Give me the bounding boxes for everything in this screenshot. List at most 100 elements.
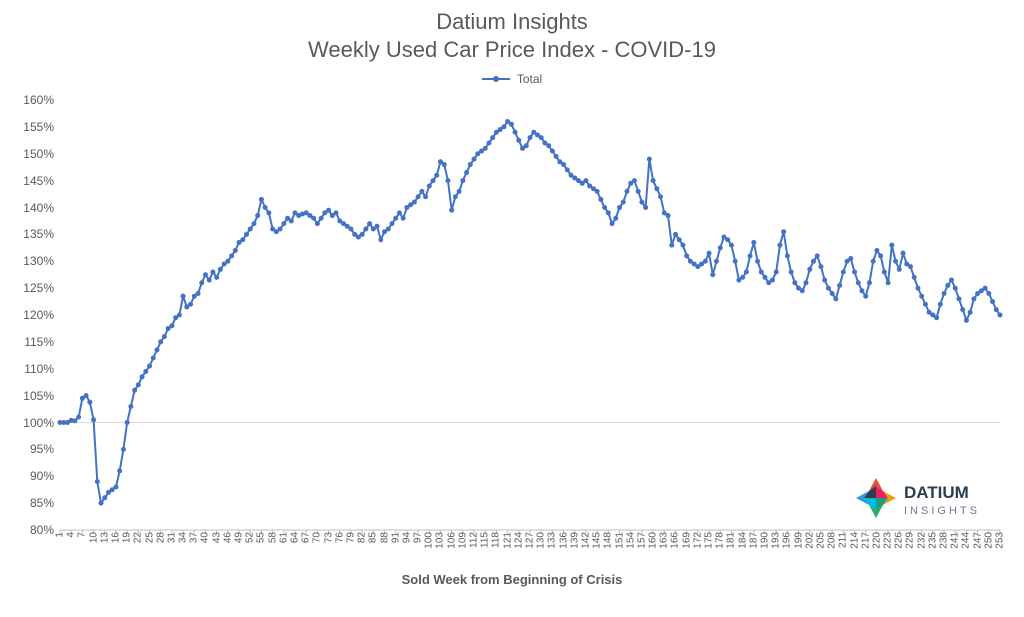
series-marker — [154, 347, 159, 352]
series-marker — [524, 143, 529, 148]
series-marker — [763, 275, 768, 280]
x-tick-label: 184 — [737, 532, 748, 549]
series-marker — [748, 253, 753, 258]
series-marker — [639, 200, 644, 205]
series-marker — [464, 170, 469, 175]
x-tick-label: 52 — [245, 532, 256, 543]
series-marker — [516, 138, 521, 143]
x-tick-label: 229 — [905, 532, 916, 549]
series-marker — [859, 288, 864, 293]
series-marker — [945, 283, 950, 288]
series-marker — [99, 501, 104, 506]
series-marker — [87, 400, 92, 405]
series-marker — [289, 218, 294, 223]
x-tick-label: 115 — [480, 532, 491, 548]
series-marker — [113, 485, 118, 490]
x-tick-label: 193 — [771, 532, 782, 549]
series-marker — [229, 253, 234, 258]
x-tick-label: 172 — [692, 532, 703, 549]
series-marker — [389, 221, 394, 226]
x-tick-label: 145 — [592, 532, 603, 549]
series-marker — [837, 283, 842, 288]
logo-text-top: DATIUM — [904, 483, 969, 502]
series-marker — [882, 270, 887, 275]
x-tick-label: 211 — [838, 532, 849, 548]
series-marker — [983, 286, 988, 291]
series-marker — [606, 210, 611, 215]
series-marker — [468, 162, 473, 167]
series-marker — [680, 243, 685, 248]
series-marker — [151, 356, 156, 361]
x-tick-label: 238 — [939, 532, 950, 549]
x-tick-label: 244 — [961, 532, 972, 549]
x-tick-label: 130 — [536, 532, 547, 549]
series-marker — [878, 253, 883, 258]
series-marker — [956, 296, 961, 301]
series-marker — [233, 248, 238, 253]
x-tick-label: 4 — [66, 532, 77, 538]
x-tick-label: 7 — [77, 532, 88, 538]
series-marker — [785, 253, 790, 258]
x-tick-label: 214 — [849, 532, 860, 549]
series-marker — [412, 200, 417, 205]
x-tick-label: 103 — [435, 532, 446, 549]
series-marker — [367, 221, 372, 226]
x-tick-label: 16 — [110, 532, 121, 543]
x-tick-label: 67 — [301, 532, 312, 543]
series-marker — [923, 302, 928, 307]
series-marker — [919, 294, 924, 299]
series-marker — [789, 270, 794, 275]
series-marker — [583, 178, 588, 183]
legend: Total — [0, 72, 1024, 87]
series-marker — [934, 315, 939, 320]
x-tick-label: 208 — [827, 532, 838, 549]
series-marker — [91, 417, 96, 422]
x-tick-label: 64 — [290, 532, 301, 543]
series-marker — [550, 149, 555, 154]
x-tick-label: 241 — [950, 532, 961, 549]
series-marker — [770, 278, 775, 283]
series-marker — [830, 291, 835, 296]
x-tick-label: 154 — [625, 532, 636, 549]
x-tick-label: 10 — [88, 532, 99, 543]
x-tick-label: 49 — [234, 532, 245, 543]
x-tick-label: 226 — [894, 532, 905, 549]
series-marker — [158, 339, 163, 344]
series-marker — [125, 420, 130, 425]
series-marker — [162, 334, 167, 339]
series-marker — [856, 280, 861, 285]
series-marker — [427, 184, 432, 189]
series-marker — [968, 310, 973, 315]
series-marker — [651, 178, 656, 183]
x-tick-label: 22 — [133, 532, 144, 543]
series-marker — [718, 245, 723, 250]
x-axis-title: Sold Week from Beginning of Crisis — [0, 572, 1024, 587]
series-marker — [263, 205, 268, 210]
series-marker — [755, 259, 760, 264]
series-marker — [214, 275, 219, 280]
logo-text-bottom: INSIGHTS — [904, 505, 980, 517]
series-marker — [710, 272, 715, 277]
x-tick-label: 91 — [390, 532, 401, 543]
series-marker — [218, 267, 223, 272]
series-marker — [501, 124, 506, 129]
x-tick-label: 133 — [547, 532, 558, 549]
series-marker — [666, 213, 671, 218]
x-tick-label: 139 — [569, 532, 580, 549]
y-tick-label: 85% — [30, 496, 54, 510]
series-marker — [147, 364, 152, 369]
series-marker — [102, 495, 107, 500]
x-tick-label: 61 — [278, 532, 289, 543]
x-tick-label: 106 — [446, 532, 457, 549]
series-marker — [203, 272, 208, 277]
x-tick-label: 163 — [659, 532, 670, 549]
series-marker — [251, 221, 256, 226]
series-marker — [311, 216, 316, 221]
series-marker — [136, 382, 141, 387]
series-marker — [423, 194, 428, 199]
x-tick-label: 73 — [323, 532, 334, 543]
series-marker — [84, 393, 89, 398]
series-marker — [889, 243, 894, 248]
series-marker — [281, 221, 286, 226]
series-marker — [143, 369, 148, 374]
